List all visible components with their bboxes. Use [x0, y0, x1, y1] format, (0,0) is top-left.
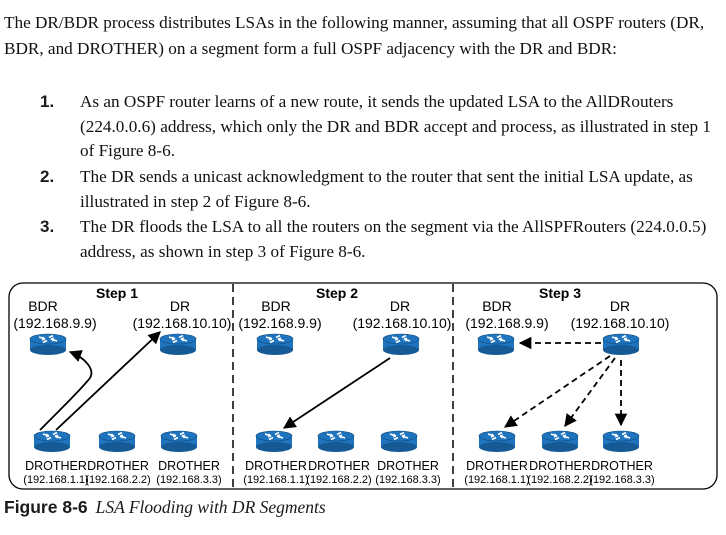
router-icon	[159, 333, 197, 356]
drother-ip: (192.168.1.1)	[243, 474, 308, 486]
router-icon	[160, 430, 198, 453]
step-text: As an OSPF router learns of a new route,…	[80, 92, 712, 160]
panel-title: Step 3	[539, 285, 581, 301]
drother-ip: (192.168.2.2)	[527, 474, 592, 486]
step-number: 1.	[40, 92, 55, 111]
drother-label: DROTHER	[158, 459, 220, 473]
drother-ip: (192.168.1.1)	[23, 474, 88, 486]
drother-label: DROTHER	[377, 459, 439, 473]
step-item: 2. The DR sends a unicast acknowledgment…	[40, 165, 726, 214]
router-icon	[602, 333, 640, 356]
drother-ip: (192.168.3.3)	[589, 474, 654, 486]
step-text: The DR floods the LSA to all the routers…	[80, 217, 707, 261]
drother-ip: (192.168.3.3)	[375, 474, 440, 486]
figure-frame	[8, 282, 718, 490]
dr-label: DR	[390, 298, 410, 314]
step-number: 3.	[40, 217, 55, 236]
bdr-ip: (192.168.9.9)	[465, 315, 548, 331]
dr-label: DR	[170, 298, 190, 314]
router-icon	[98, 430, 136, 453]
flood-arrow	[503, 355, 611, 428]
router-icon	[478, 430, 516, 453]
dr-ip: (192.168.10.10)	[133, 315, 232, 331]
step-item: 1. As an OSPF router learns of a new rou…	[40, 90, 726, 164]
figure-8-6: Step 1 BDR (192.168.9.9) DR (192.168.10.…	[0, 280, 726, 495]
flood-arrow	[564, 357, 616, 428]
lsa-arrow	[39, 350, 93, 431]
router-icon	[382, 333, 420, 356]
ack-arrow	[282, 357, 391, 429]
drother-ip: (192.168.2.2)	[306, 474, 371, 486]
drother-label: DROTHER	[245, 459, 307, 473]
dr-ip: (192.168.10.10)	[353, 315, 452, 331]
caption-text: LSA Flooding with DR Segments	[95, 497, 326, 517]
router-icon	[255, 430, 293, 453]
router-icon	[29, 333, 67, 356]
dr-ip: (192.168.10.10)	[571, 315, 670, 331]
panel-title: Step 1	[96, 285, 138, 301]
panel-step-3: Step 3 BDR (192.168.9.9) DR (192.168.10.…	[464, 285, 669, 486]
lsa-arrow	[55, 331, 161, 431]
ospf-diagram: Step 1 BDR (192.168.9.9) DR (192.168.10.…	[8, 282, 718, 490]
step-text: The DR sends a unicast acknowledgment to…	[80, 167, 693, 211]
drother-label: DROTHER	[25, 459, 87, 473]
panel-title: Step 2	[316, 285, 358, 301]
panel-step-2: Step 2 BDR (192.168.9.9) DR (192.168.10.…	[238, 285, 451, 486]
router-icon	[380, 430, 418, 453]
router-icon	[256, 333, 294, 356]
drother-ip: (192.168.2.2)	[85, 474, 150, 486]
router-icon	[33, 430, 71, 453]
router-icon	[602, 430, 640, 453]
drother-label: DROTHER	[591, 459, 653, 473]
router-icon	[477, 333, 515, 356]
router-icon	[541, 430, 579, 453]
drother-label: DROTHER	[529, 459, 591, 473]
step-item: 3. The DR floods the LSA to all the rout…	[40, 215, 726, 264]
drother-label: DROTHER	[87, 459, 149, 473]
bdr-label: BDR	[28, 298, 58, 314]
figure-caption: Figure 8-6 LSA Flooding with DR Segments	[4, 497, 326, 518]
panel-step-1: Step 1 BDR (192.168.9.9) DR (192.168.10.…	[13, 285, 231, 486]
step-number: 2.	[40, 167, 55, 186]
caption-label: Figure 8-6	[4, 497, 88, 517]
drother-ip: (192.168.1.1)	[464, 474, 529, 486]
bdr-ip: (192.168.9.9)	[13, 315, 96, 331]
bdr-label: BDR	[482, 298, 512, 314]
bdr-ip: (192.168.9.9)	[238, 315, 321, 331]
drother-label: DROTHER	[466, 459, 528, 473]
dr-label: DR	[610, 298, 630, 314]
drother-ip: (192.168.3.3)	[156, 474, 221, 486]
router-icon	[317, 430, 355, 453]
bdr-label: BDR	[261, 298, 291, 314]
intro-paragraph: The DR/BDR process distributes LSAs in t…	[4, 13, 705, 58]
drother-label: DROTHER	[308, 459, 370, 473]
